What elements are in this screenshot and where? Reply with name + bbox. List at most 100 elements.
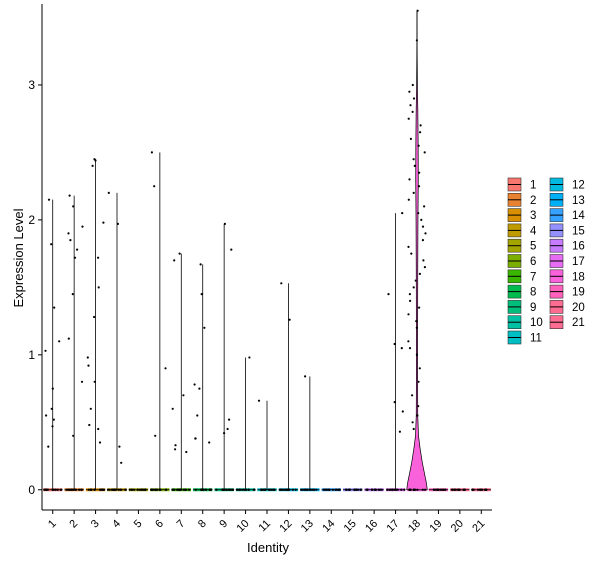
data-point [128,488,131,491]
data-point [54,488,57,491]
data-point [408,347,412,350]
data-point [305,488,309,491]
data-point [228,488,231,491]
data-point [412,286,415,289]
data-point [194,437,197,440]
data-point [93,380,96,383]
data-point [412,158,415,161]
data-point [436,488,439,491]
legend-label: 11 [530,333,542,345]
data-point [51,488,54,491]
data-point [73,256,77,259]
data-point [478,488,482,491]
data-point [101,488,104,491]
x-tick-label: 16 [363,518,380,535]
y-tick-label: 3 [28,78,35,92]
data-point [91,164,94,167]
data-point [173,259,176,262]
data-point [410,252,413,255]
data-point [56,488,59,491]
data-point [194,488,197,491]
data-point [88,423,91,427]
data-point [270,488,273,491]
legend-item-20: 20 [549,300,585,314]
data-point [86,356,89,359]
data-point [280,488,283,491]
data-point [389,488,392,491]
data-point [417,144,420,147]
data-point [375,488,378,491]
data-point [472,488,475,491]
data-point [421,239,424,242]
x-tick-label: 13 [299,518,316,535]
data-point [411,421,414,424]
legend-item-17: 17 [549,254,585,268]
data-point [230,488,233,491]
data-point [413,164,416,167]
data-point [422,259,425,262]
data-point [136,488,139,491]
data-point [377,488,380,491]
data-point [235,488,238,491]
data-point [463,488,466,491]
data-point [285,488,288,491]
data-point [144,488,147,491]
y-tick-label: 2 [28,213,35,227]
data-point [60,488,63,491]
data-point [230,248,233,251]
x-tick-label: 20 [449,518,466,535]
data-point [456,488,460,491]
data-point [288,318,291,321]
x-tick-label: 21 [470,518,487,535]
x-tick-label: 1 [46,518,59,531]
data-point [398,430,401,433]
data-point [52,418,55,421]
legend-item-19: 19 [549,284,585,299]
legend-label: 13 [572,195,585,207]
data-point [416,414,419,417]
data-point [133,488,136,491]
legend-item-10: 10 [507,315,543,329]
data-point [401,212,404,215]
data-point [432,488,436,491]
legend-item-13: 13 [549,193,585,207]
data-point [323,488,326,491]
data-point [407,245,410,248]
data-point [69,239,72,242]
legend-item-5: 5 [507,238,536,253]
data-point [423,266,426,269]
data-point [415,320,418,323]
data-point [418,367,421,370]
legend-item-4: 4 [507,223,537,237]
legend-label: 6 [530,256,536,268]
data-point [370,488,373,491]
data-point [421,488,424,491]
data-point [94,159,97,162]
data-point [150,151,153,154]
data-point [51,387,54,390]
data-point [302,488,305,491]
data-point [260,488,263,491]
data-point [485,488,488,491]
data-point [411,83,414,87]
data-point [185,450,188,454]
x-tick-label: 4 [110,518,123,531]
data-point [334,488,337,491]
data-point [247,488,250,491]
data-point [81,225,84,228]
data-point [155,488,158,491]
data-point [408,90,411,93]
data-point [291,488,294,491]
data-point [223,432,226,435]
data-point [407,117,410,120]
data-point [423,151,426,154]
data-point [393,342,396,346]
legend-label: 8 [530,287,536,299]
legend-label: 14 [572,210,585,222]
data-point [154,434,157,437]
data-point [164,367,167,370]
data-point [300,488,303,491]
data-point [267,488,270,491]
